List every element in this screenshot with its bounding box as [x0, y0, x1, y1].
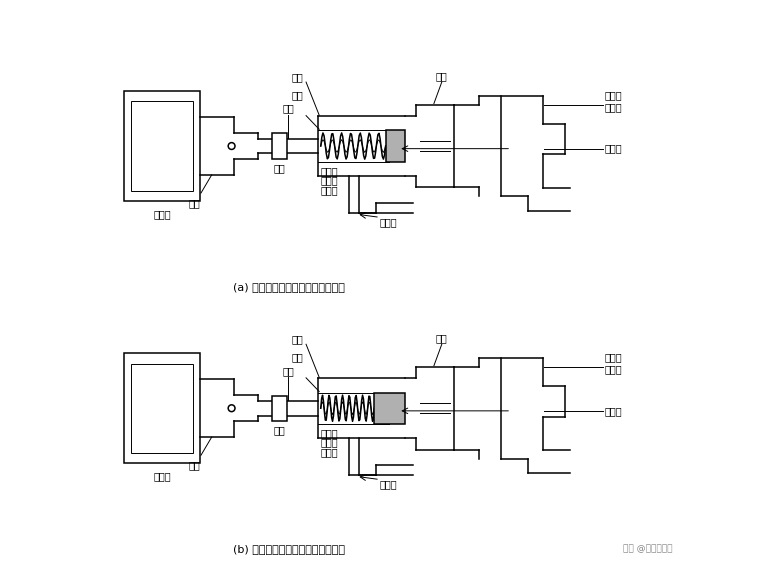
Text: (a) 洗涤、漂洗状态（电磁铁断电）: (a) 洗涤、漂洗状态（电磁铁断电）	[233, 282, 345, 292]
Text: 外弹簧: 外弹簧	[321, 438, 338, 447]
Bar	[124, 353, 200, 463]
Text: 衔铁: 衔铁	[189, 437, 212, 471]
Text: 内弹簧: 内弹簧	[321, 428, 338, 438]
Text: 头条 @哥专修电器: 头条 @哥专修电器	[623, 544, 673, 553]
Text: 导套: 导套	[292, 353, 303, 363]
Bar	[385, 131, 404, 162]
Text: 出水口: 出水口	[604, 102, 622, 112]
Text: 出水口: 出水口	[604, 364, 622, 374]
Text: 阀盖: 阀盖	[292, 334, 303, 344]
Bar	[273, 396, 287, 421]
Text: 导套: 导套	[292, 91, 303, 100]
Text: 挡套: 挡套	[274, 426, 286, 435]
Text: 排水口: 排水口	[380, 217, 397, 227]
Text: 外弹簧: 外弹簧	[321, 176, 338, 185]
Text: 溢水口: 溢水口	[604, 144, 622, 154]
Text: 橡胶阀: 橡胶阀	[321, 185, 338, 195]
Bar	[131, 364, 193, 453]
Text: 橡胶阀: 橡胶阀	[321, 447, 338, 457]
Bar	[124, 91, 200, 201]
Text: (b) 排水、脱水状态（电磁铁通电）: (b) 排水、脱水状态（电磁铁通电）	[233, 544, 345, 555]
Bar	[131, 101, 193, 190]
Text: 盛水桶: 盛水桶	[604, 352, 622, 362]
Text: 排水口: 排水口	[380, 479, 397, 490]
Text: 电磁铁: 电磁铁	[154, 471, 171, 481]
Text: 阀座: 阀座	[436, 71, 448, 81]
Text: 溢水口: 溢水口	[604, 406, 622, 416]
Text: 内弹簧: 内弹簧	[321, 166, 338, 176]
Text: 挡套: 挡套	[274, 164, 286, 173]
Text: 盛水桶: 盛水桶	[604, 90, 622, 100]
Text: 阀座: 阀座	[436, 333, 448, 343]
Text: 拉杆: 拉杆	[282, 104, 294, 113]
Text: 拉杆: 拉杆	[282, 366, 294, 376]
Text: 电磁铁: 电磁铁	[154, 209, 171, 219]
Text: 阀盖: 阀盖	[292, 72, 303, 82]
Bar	[273, 133, 287, 158]
Bar	[375, 393, 404, 424]
Text: 衔铁: 衔铁	[189, 174, 212, 209]
